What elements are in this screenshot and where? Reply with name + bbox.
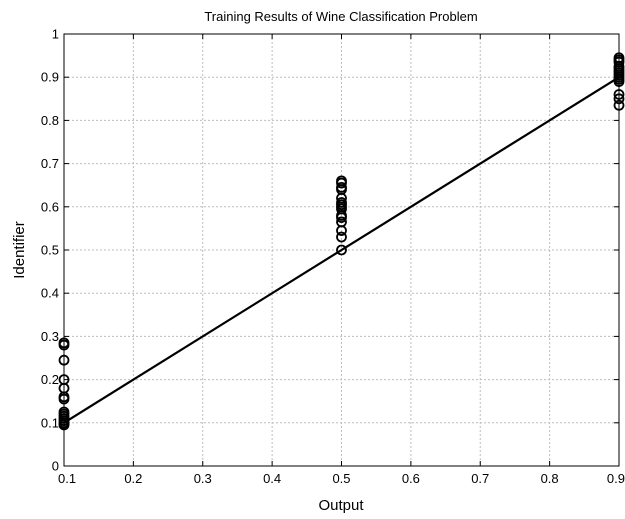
y-tick-labels: 0 0.1 0.2 0.3 0.4 0.5 0.6 0.7 0.8 0.9 1 bbox=[41, 27, 59, 474]
x-tick-labels: 0.1 0.2 0.3 0.4 0.5 0.6 0.7 0.8 0.9 bbox=[58, 471, 625, 486]
y-tick-label: 1 bbox=[52, 27, 59, 42]
x-tick-label: 0.3 bbox=[194, 471, 212, 486]
y-tick-label: 0.4 bbox=[41, 286, 59, 301]
x-tick-label: 0.4 bbox=[263, 471, 281, 486]
x-tick-label: 0.7 bbox=[471, 471, 489, 486]
fit-line-layer bbox=[63, 76, 620, 424]
y-tick-label: 0.5 bbox=[41, 243, 59, 258]
data-point bbox=[336, 177, 347, 189]
x-tick-label: 0.6 bbox=[402, 471, 420, 486]
y-tick-label: 0.8 bbox=[41, 113, 59, 128]
y-tick-label: 0.7 bbox=[41, 156, 59, 171]
y-tick-label: 0.2 bbox=[41, 372, 59, 387]
x-tick-label: 0.5 bbox=[332, 471, 350, 486]
y-tick-label: 0.9 bbox=[41, 70, 59, 85]
data-point bbox=[336, 225, 347, 236]
x-tick-label: 0.9 bbox=[607, 471, 625, 486]
fit-line bbox=[63, 76, 620, 424]
x-axis-label: Output bbox=[318, 497, 364, 514]
x-tick-label: 0.1 bbox=[58, 471, 76, 486]
data-point bbox=[336, 231, 347, 243]
x-tick-label: 0.8 bbox=[541, 471, 559, 486]
x-tick-label: 0.2 bbox=[124, 471, 142, 486]
y-tick-label: 0.6 bbox=[41, 199, 59, 214]
y-tick-label: 0.1 bbox=[41, 415, 59, 430]
data-point bbox=[336, 212, 347, 224]
y-tick-label: 0 bbox=[52, 459, 59, 474]
axis-ticks bbox=[63, 33, 620, 467]
y-tick-label: 0.3 bbox=[41, 329, 59, 344]
grid-lines bbox=[64, 34, 619, 466]
y-axis-label: Identifier bbox=[11, 221, 28, 279]
data-point bbox=[336, 244, 347, 256]
chart-title: Training Results of Wine Classification … bbox=[204, 9, 477, 24]
